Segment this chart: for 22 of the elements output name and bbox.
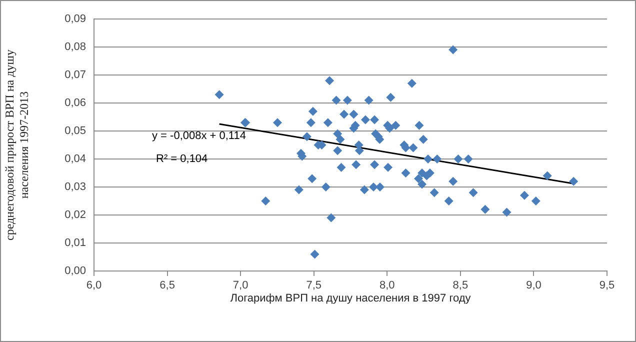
y-tick-label: 0,06: [64, 97, 86, 110]
x-tick-label: 7,5: [306, 280, 322, 292]
y-tick-label: 0,05: [64, 125, 86, 138]
x-tick-label: 7,0: [232, 280, 248, 292]
x-tick-label: 8,0: [379, 280, 395, 292]
x-tick-label: 8,5: [452, 280, 468, 292]
x-tick-label: 9,5: [599, 280, 615, 292]
y-tick-label: 0,09: [64, 13, 86, 26]
annotation: y = -0,008x + 0,114: [152, 130, 246, 142]
x-tick-label: 6,0: [86, 280, 102, 292]
y-tick-label: 0,04: [64, 153, 86, 166]
x-tick-label: 6,5: [160, 280, 175, 292]
y-tick-label: 0,00: [64, 265, 86, 278]
annotation: R² = 0,104: [156, 153, 208, 166]
y-tick-label: 0,03: [64, 181, 86, 194]
y-tick-label: 0,02: [64, 209, 86, 222]
y-tick-label: 0,08: [64, 41, 86, 54]
x-tick-label: 9,0: [526, 280, 542, 292]
x-axis-title: Логарифм ВРП на душу населения в 1997 году: [230, 292, 472, 304]
y-tick-label: 0,07: [64, 69, 86, 82]
y-axis-title: среднегодовой прирост ВРП на душу населения 1997-2013: [2, 50, 31, 240]
y-tick-label: 0,01: [64, 237, 86, 250]
